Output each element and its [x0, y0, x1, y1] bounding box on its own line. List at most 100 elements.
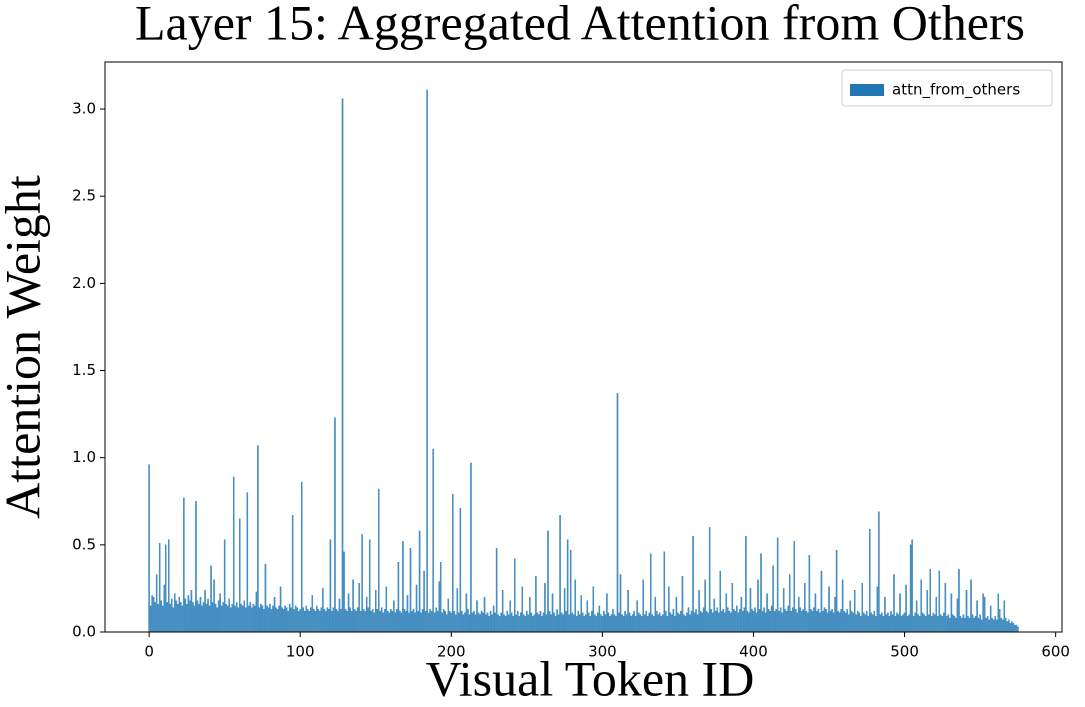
bar: [186, 603, 188, 633]
bar: [296, 607, 298, 633]
bar: [320, 607, 323, 633]
bar: [912, 616, 915, 633]
bar: [952, 614, 954, 633]
bar: [832, 612, 835, 633]
bar: [171, 598, 173, 633]
bar: [881, 612, 883, 633]
bar: [331, 610, 333, 633]
bar: [813, 607, 815, 633]
bar: [270, 609, 273, 633]
bar: [341, 98, 344, 633]
bar: [701, 612, 703, 633]
bar: [249, 602, 252, 633]
bar: [406, 595, 409, 633]
bar: [764, 612, 767, 633]
bar: [828, 586, 830, 633]
bar: [346, 610, 348, 633]
bar: [864, 614, 867, 633]
x-tick-label: 400: [739, 643, 768, 661]
bar: [875, 616, 877, 633]
bar: [636, 600, 638, 633]
bar: [379, 610, 382, 633]
bar: [248, 605, 250, 633]
bar: [736, 605, 738, 633]
bar: [705, 610, 708, 633]
bar: [707, 612, 709, 633]
bar: [900, 616, 903, 633]
bar: [235, 602, 238, 633]
chart-title: Layer 15: Aggregated Attention from Othe…: [135, 0, 1025, 50]
bar: [918, 616, 921, 633]
bar: [272, 605, 274, 633]
bar: [909, 544, 912, 633]
bar: [678, 614, 681, 633]
bar: [782, 588, 785, 633]
bar: [414, 612, 416, 633]
bar: [526, 610, 528, 633]
bar: [429, 609, 431, 633]
bar: [634, 616, 637, 633]
bar: [785, 610, 788, 633]
bar: [261, 605, 264, 633]
bar: [430, 610, 433, 633]
bar: [683, 614, 685, 633]
bar: [308, 610, 311, 633]
bar: [779, 607, 782, 633]
bar: [420, 612, 422, 633]
x-tick-label: 100: [286, 643, 315, 661]
bar: [548, 610, 551, 633]
bar: [760, 553, 762, 633]
bar: [254, 605, 256, 633]
bar: [1002, 619, 1004, 633]
x-tick-label: 0: [144, 643, 154, 661]
bar: [223, 539, 226, 633]
bar: [873, 610, 876, 633]
bar: [213, 579, 215, 633]
bar: [436, 610, 439, 633]
bar: [314, 610, 317, 633]
bar: [829, 610, 832, 633]
bar: [674, 616, 676, 633]
bar: [656, 610, 658, 633]
bar: [509, 600, 511, 633]
bar: [657, 614, 660, 633]
bar: [424, 610, 427, 633]
bar: [489, 610, 492, 633]
bar: [575, 616, 578, 633]
bar: [285, 607, 288, 633]
bar: [998, 609, 1001, 633]
bar: [294, 605, 297, 633]
bar: [755, 612, 758, 633]
bar: [597, 612, 599, 633]
bar: [417, 610, 419, 633]
bar: [914, 612, 916, 633]
bar: [266, 605, 268, 633]
bar: [571, 612, 573, 633]
bar: [497, 614, 499, 633]
bar: [344, 609, 347, 633]
bar: [303, 610, 306, 633]
bar: [819, 612, 821, 633]
bar: [627, 590, 629, 633]
bar: [432, 448, 434, 633]
bar: [468, 614, 471, 633]
bar: [190, 590, 193, 633]
bar: [751, 609, 753, 633]
bar: [704, 579, 706, 633]
bar: [240, 603, 243, 633]
bar: [849, 600, 851, 633]
bar: [630, 616, 632, 633]
bar: [168, 539, 170, 633]
bar: [578, 614, 581, 633]
bar: [204, 590, 206, 633]
bar: [983, 596, 986, 633]
bar: [788, 574, 791, 633]
x-tick-label: 300: [588, 643, 617, 661]
bar: [737, 612, 740, 633]
bar: [427, 612, 430, 633]
bar: [853, 590, 856, 633]
bar: [781, 612, 783, 633]
bar: [180, 602, 182, 633]
bar: [485, 614, 487, 633]
